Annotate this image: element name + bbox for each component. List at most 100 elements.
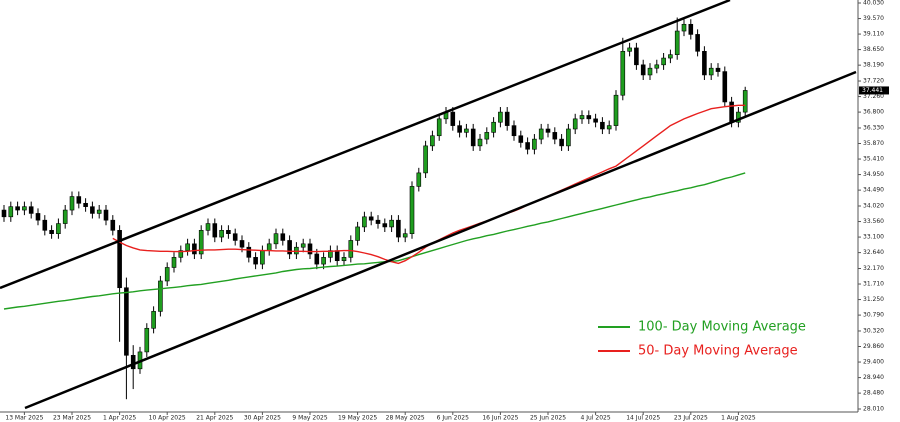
candle-body [294,246,299,255]
candle-body [382,223,388,228]
y-tick-label: 30.320 [863,327,884,334]
candle-body [90,206,95,214]
candle-body [62,209,68,224]
y-tick-label: 39.110 [863,31,884,38]
candle-body [681,23,687,32]
candle-body [532,138,537,150]
candle-body [579,115,585,120]
candle-body [545,128,551,133]
candle-body [572,118,578,130]
plot-area [1,17,748,400]
candle-body [1,209,7,218]
candle-body [518,135,524,143]
candle-body [470,128,476,147]
x-tick-label: 30 Apr 2025 [244,415,281,422]
candle-body [708,67,714,76]
candle-body [600,121,605,130]
candle-body [627,47,632,52]
candle-body [42,219,48,231]
candle-body [49,230,54,234]
candle-body [511,125,517,137]
y-tick-label: 37.260 [863,93,884,100]
candle-body [355,226,360,241]
candle-body [35,213,41,221]
candle-body [15,206,20,211]
candle-body [144,327,150,353]
candle-body [164,267,170,282]
x-tick-label: 1 Apr 2025 [103,415,136,422]
candle-body [246,246,252,258]
candle-body [69,196,75,211]
last-price-label: 37.441 [862,87,883,94]
candle-body [178,250,184,258]
candle-body [402,233,408,238]
candle-body [56,223,61,234]
candle-body [280,233,286,241]
y-tick-label: 35.410 [863,156,884,163]
y-tick-label: 29.400 [863,359,884,366]
candle-body [661,57,666,66]
candle-body [117,230,122,289]
x-tick-label: 19 May 2025 [338,415,377,422]
last-price-box [859,86,889,95]
candle-body [491,121,496,133]
lower-channel-line [24,70,857,410]
candle-body [158,280,163,312]
x-tick-label: 16 Jun 2025 [482,415,518,422]
y-tick-label: 33.560 [863,218,884,225]
y-tick-label: 34.020 [863,203,884,210]
y-tick-label: 31.710 [863,281,884,288]
y-tick-label: 37.720 [863,78,884,85]
x-tick-label: 6 Jun 2025 [437,415,469,422]
candle-body [715,67,721,72]
candle-body [566,128,571,147]
candle-body [640,64,646,76]
y-tick-label: 36.330 [863,124,884,131]
candle-body [654,64,660,69]
y-tick-label: 29.860 [863,343,884,350]
candle-body [423,145,428,174]
candle-body [341,257,347,262]
candle-body [729,101,734,123]
candle-body [457,125,462,133]
y-tick-label: 32.640 [863,249,884,256]
y-tick-label: 34.490 [863,187,884,194]
candle-body [647,67,653,76]
legend-label: 50- Day Moving Average [638,344,798,359]
candle-body [375,219,381,224]
candle-body [266,243,272,251]
y-tick-label: 30.790 [863,312,884,319]
candle-body [192,243,197,255]
candle-body [498,111,503,123]
candle-body [477,138,483,147]
candle-body [76,196,82,204]
upper-channel-line [0,0,731,290]
candle-body [321,257,326,265]
candle-body [232,233,238,241]
candle-body [22,206,27,211]
candle-body [409,186,415,234]
candle-body [634,47,639,66]
candle-body [504,111,510,126]
x-tick-label: 1 Aug 2025 [721,415,756,422]
candle-body [348,240,354,258]
candle-body [436,118,442,137]
candle-body [620,51,626,96]
candle-body [185,243,190,251]
candle-body [430,135,435,147]
candle-body [334,250,340,262]
x-tick-label: 28 May 2025 [386,415,425,422]
y-tick-label: 28.480 [863,390,884,397]
candle-body [307,243,313,255]
candle-body [559,138,564,147]
x-tick-label: 10 Apr 2025 [149,415,186,422]
y-tick-label: 40.030 [863,0,884,7]
candle-body [198,230,204,255]
y-tick-label: 38.650 [863,46,884,53]
candle-body [103,209,109,221]
candle-body [253,257,258,265]
candle-body [606,125,612,130]
y-tick-label: 36.800 [863,109,884,116]
x-tick-label: 23 Mar 2025 [53,415,91,422]
